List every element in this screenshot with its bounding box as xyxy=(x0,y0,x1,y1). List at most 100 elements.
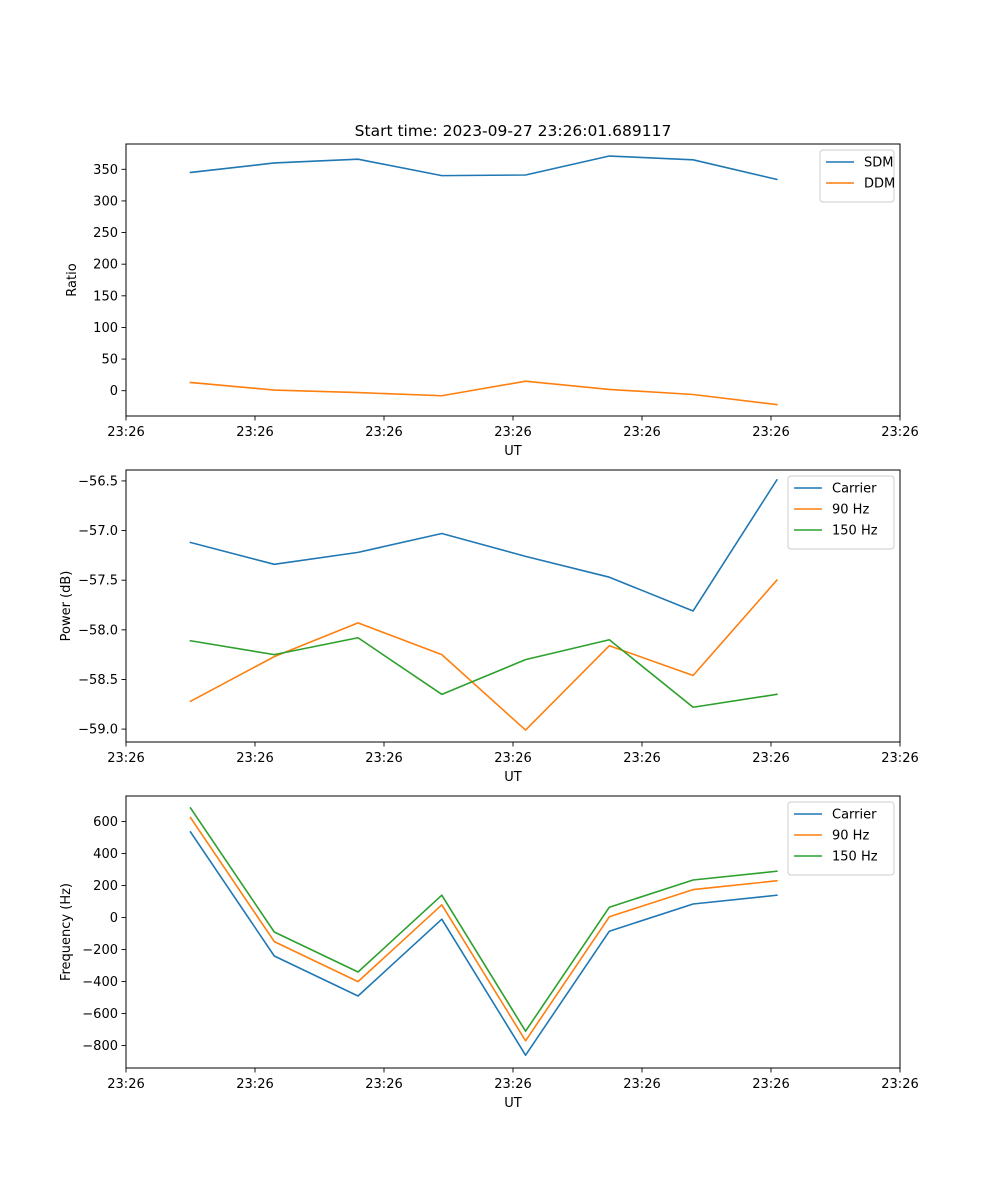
data-point xyxy=(607,644,611,648)
y-tick-label: −58.0 xyxy=(78,623,118,638)
data-point xyxy=(775,403,779,407)
data-point xyxy=(440,394,444,398)
y-tick-label: −57.0 xyxy=(78,524,118,539)
data-point xyxy=(775,879,779,883)
y-tick-label: −400 xyxy=(82,975,118,990)
x-tick-label: 23:26 xyxy=(236,425,273,440)
y-tick-label: 600 xyxy=(93,815,118,830)
data-point xyxy=(356,391,360,395)
x-tick-label: 23:26 xyxy=(236,751,273,766)
data-point xyxy=(272,562,276,566)
data-point xyxy=(691,392,695,396)
chart-frequency: 23:26 23:26 23:26 23:26 23:26 23:26 23:26 −800 −… xyxy=(59,795,919,1111)
y-tick-label: 0 xyxy=(110,384,118,399)
legend: Carrier 90 Hz 150 Hz xyxy=(787,475,895,550)
data-point xyxy=(775,692,779,696)
data-point xyxy=(775,869,779,873)
x-tick-label: 23:26 xyxy=(623,751,660,766)
data-point xyxy=(440,903,444,907)
y-tick-label: −600 xyxy=(82,1007,118,1022)
data-point xyxy=(691,878,695,882)
y-tick-label: 200 xyxy=(93,879,118,894)
x-tick-label: 23:26 xyxy=(107,751,144,766)
x-tick-label: 23:26 xyxy=(752,1077,789,1092)
data-point xyxy=(189,639,193,643)
series-line-sdm xyxy=(189,155,778,181)
data-point xyxy=(440,653,444,657)
data-point xyxy=(356,636,360,640)
data-point xyxy=(691,673,695,677)
y-tick-label: −58.5 xyxy=(78,673,118,688)
data-point xyxy=(440,692,444,696)
y-tick-label: −200 xyxy=(82,943,118,958)
y-tick-label: 50 xyxy=(101,353,118,368)
y-tick-label: −59.0 xyxy=(78,723,118,738)
data-point xyxy=(272,388,276,392)
data-point xyxy=(691,705,695,709)
data-point xyxy=(189,380,193,384)
x-tick-label: 23:26 xyxy=(623,1077,660,1092)
x-tick-label: 23:26 xyxy=(752,751,789,766)
y-tick-label: 250 xyxy=(93,226,118,241)
data-point xyxy=(440,174,444,178)
series-line-ddm xyxy=(189,380,778,406)
y-tick-label: −800 xyxy=(82,1039,118,1054)
data-point xyxy=(775,478,779,482)
data-point xyxy=(272,161,276,165)
data-point xyxy=(189,830,193,834)
data-point xyxy=(356,994,360,998)
data-point xyxy=(524,379,528,383)
data-point xyxy=(189,699,193,703)
data-point xyxy=(607,154,611,158)
x-axis-label: UT xyxy=(504,1096,522,1111)
data-point xyxy=(524,173,528,177)
x-tick-label: 23:26 xyxy=(494,751,531,766)
x-tick-label: 23:26 xyxy=(107,1077,144,1092)
data-point xyxy=(607,387,611,391)
chart-power: 23:26 23:26 23:26 23:26 23:26 23:26 23:26 −59.0… xyxy=(59,469,919,785)
y-axis-label: Ratio xyxy=(65,263,80,296)
legend: Carrier 90 Hz 150 Hz xyxy=(787,801,895,876)
axes-frame xyxy=(125,143,901,417)
legend-entry-label: 150 Hz xyxy=(832,524,878,539)
x-tick-label: 23:26 xyxy=(494,1077,531,1092)
data-point xyxy=(356,157,360,161)
y-tick-label: 100 xyxy=(93,321,118,336)
x-tick-label: 23:26 xyxy=(623,425,660,440)
x-tick-label: 23:26 xyxy=(365,1077,402,1092)
data-point xyxy=(272,940,276,944)
y-axis-label: Frequency (Hz) xyxy=(59,883,74,981)
axes-frame xyxy=(125,795,901,1069)
legend: SDM DDM xyxy=(819,149,895,203)
x-tick-label: 23:26 xyxy=(881,425,918,440)
data-point xyxy=(356,621,360,625)
data-point xyxy=(524,554,528,558)
series-line-150-hz xyxy=(189,636,778,709)
x-tick-label: 23:26 xyxy=(107,425,144,440)
data-point xyxy=(440,532,444,536)
data-point xyxy=(272,653,276,657)
data-point xyxy=(440,917,444,921)
data-point xyxy=(691,609,695,613)
data-point xyxy=(440,893,444,897)
series-line-90-hz xyxy=(189,816,778,1042)
x-tick-label: 23:26 xyxy=(881,751,918,766)
data-point xyxy=(607,915,611,919)
data-point xyxy=(189,816,193,820)
chart-ratio: Start time: 2023-09-27 23:26:01.689117 23… xyxy=(65,122,919,459)
data-point xyxy=(775,893,779,897)
series-line-carrier xyxy=(189,830,778,1056)
legend-entry-label: DDM xyxy=(864,177,895,192)
data-point xyxy=(775,177,779,181)
legend-entry-label: Carrier xyxy=(832,482,877,497)
series-line-90-hz xyxy=(189,579,778,731)
data-point xyxy=(524,658,528,662)
legend-entry-label: 150 Hz xyxy=(832,850,878,865)
data-point xyxy=(356,550,360,554)
y-tick-label: 300 xyxy=(93,194,118,209)
legend-entry-label: SDM xyxy=(864,156,893,171)
data-point xyxy=(189,806,193,810)
x-axis-label: UT xyxy=(504,770,522,785)
data-point xyxy=(524,728,528,732)
x-tick-label: 23:26 xyxy=(365,751,402,766)
